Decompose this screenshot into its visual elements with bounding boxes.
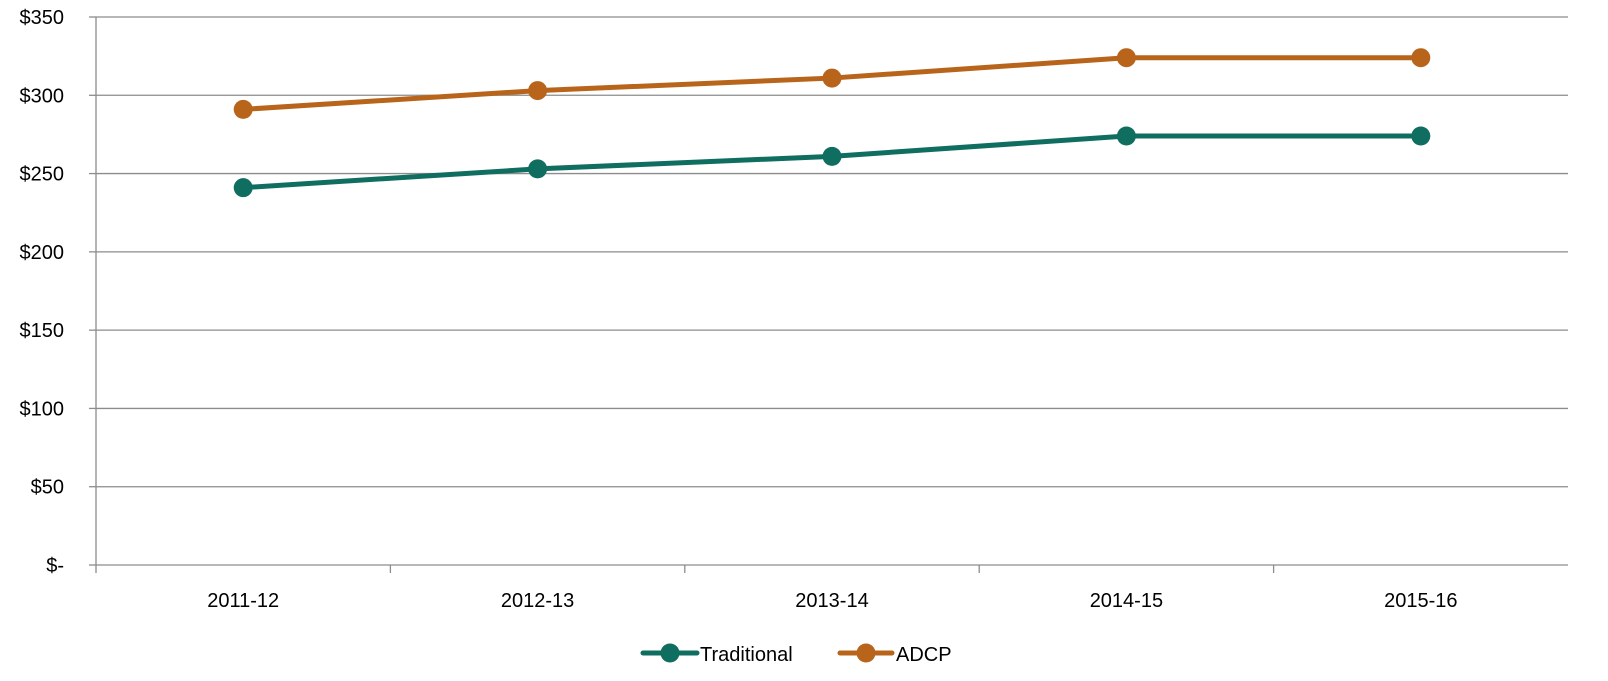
- legend-item-traditional: Traditional: [640, 643, 793, 666]
- legend-swatch-marker: [856, 643, 876, 663]
- data-point-adcp: [1411, 48, 1431, 68]
- data-point-traditional: [822, 146, 842, 166]
- axes: $- $50 $100 $150 $200 $250 $300 $350 2011-12 2012…: [20, 7, 1568, 612]
- data-point-traditional: [233, 178, 253, 198]
- legend-item-adcp: ADCP: [837, 643, 952, 666]
- y-tick-label: $-: [46, 555, 64, 577]
- legend-label: Traditional: [700, 644, 793, 666]
- y-tick-label: $250: [20, 164, 65, 186]
- x-tick-label: 2011-12: [207, 590, 279, 612]
- legend: Traditional ADCP: [640, 643, 952, 666]
- data-point-adcp: [528, 81, 548, 101]
- x-tick-label: 2013-14: [795, 590, 868, 612]
- legend-label: ADCP: [896, 644, 952, 666]
- y-tick-label: $300: [20, 85, 65, 107]
- x-tick-label: 2014-15: [1090, 590, 1163, 612]
- legend-swatch-marker: [660, 643, 680, 663]
- y-tick-label: $150: [20, 320, 65, 342]
- x-tick-label: 2012-13: [501, 590, 574, 612]
- data-point-adcp: [822, 68, 842, 88]
- data-point-adcp: [233, 99, 253, 119]
- data-point-adcp: [1116, 48, 1136, 68]
- data-point-traditional: [528, 159, 548, 179]
- y-tick-label: $350: [20, 7, 65, 29]
- y-tick-label: $200: [20, 242, 65, 264]
- x-tick-label: 2015-16: [1384, 590, 1457, 612]
- data-point-traditional: [1411, 126, 1431, 146]
- data-point-traditional: [1116, 126, 1136, 146]
- y-tick-label: $50: [31, 477, 64, 499]
- gridlines: [96, 16, 1568, 488]
- y-tick-label: $100: [20, 398, 65, 420]
- data-points: [233, 48, 1431, 198]
